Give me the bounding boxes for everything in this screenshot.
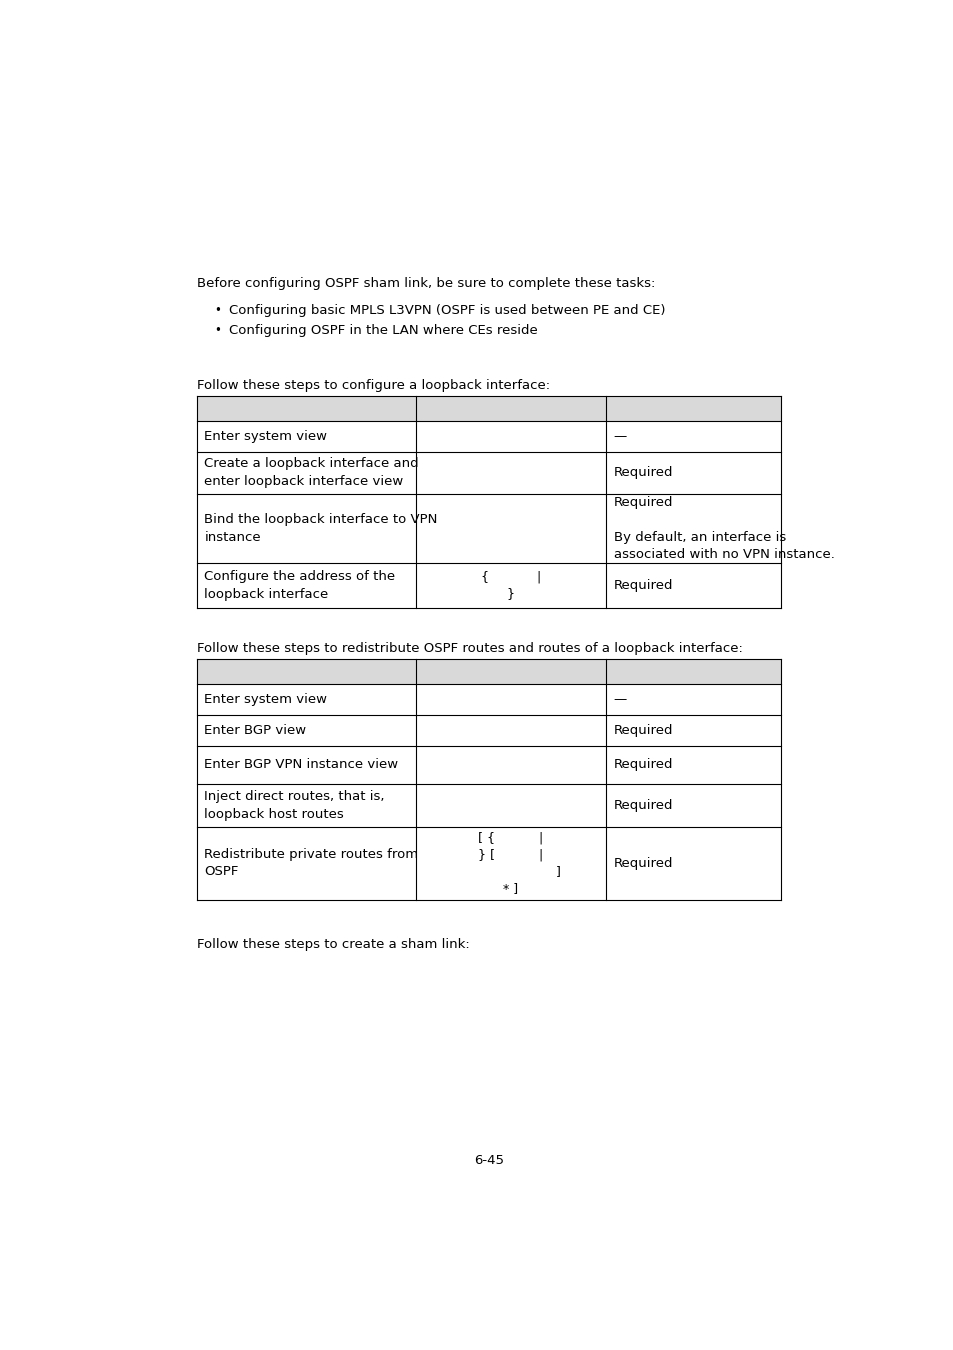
Text: Before configuring OSPF sham link, be sure to complete these tasks:: Before configuring OSPF sham link, be su… [196, 278, 655, 290]
Text: Required: Required [613, 857, 672, 869]
Text: Required

By default, an interface is
associated with no VPN instance.: Required By default, an interface is ass… [613, 495, 834, 562]
Text: •: • [213, 305, 220, 317]
Text: {            |
}: { | } [480, 571, 540, 601]
Text: Bind the loopback interface to VPN
instance: Bind the loopback interface to VPN insta… [204, 513, 437, 544]
Text: —: — [613, 693, 626, 706]
Text: Required: Required [613, 466, 672, 479]
Text: •: • [213, 324, 220, 338]
Text: Enter system view: Enter system view [204, 693, 327, 706]
Text: 6-45: 6-45 [474, 1154, 503, 1166]
Bar [196, 396, 781, 421]
Bar [196, 659, 781, 684]
Text: Required: Required [613, 799, 672, 811]
Text: —: — [613, 429, 626, 443]
Text: Required: Required [613, 724, 672, 737]
Text: Configuring OSPF in the LAN where CEs reside: Configuring OSPF in the LAN where CEs re… [229, 324, 537, 338]
Text: Required: Required [613, 579, 672, 593]
Text: Enter BGP view: Enter BGP view [204, 724, 306, 737]
Text: Enter system view: Enter system view [204, 429, 327, 443]
Text: Required: Required [613, 759, 672, 771]
Text: Follow these steps to redistribute OSPF routes and routes of a loopback interfac: Follow these steps to redistribute OSPF … [196, 643, 741, 656]
Text: Redistribute private routes from
OSPF: Redistribute private routes from OSPF [204, 848, 418, 879]
Text: [ {           |
} [           |
                        ]
* ]: [ { | } [ | ] * ] [460, 832, 560, 895]
Text: Inject direct routes, that is,
loopback host routes: Inject direct routes, that is, loopback … [204, 790, 385, 821]
Text: Configure the address of the
loopback interface: Configure the address of the loopback in… [204, 570, 395, 601]
Text: Follow these steps to create a sham link:: Follow these steps to create a sham link… [196, 938, 469, 952]
Text: Enter BGP VPN instance view: Enter BGP VPN instance view [204, 759, 398, 771]
Text: Configuring basic MPLS L3VPN (OSPF is used between PE and CE): Configuring basic MPLS L3VPN (OSPF is us… [229, 305, 665, 317]
Text: Follow these steps to configure a loopback interface:: Follow these steps to configure a loopba… [196, 379, 549, 391]
Text: Create a loopback interface and
enter loopback interface view: Create a loopback interface and enter lo… [204, 458, 418, 487]
